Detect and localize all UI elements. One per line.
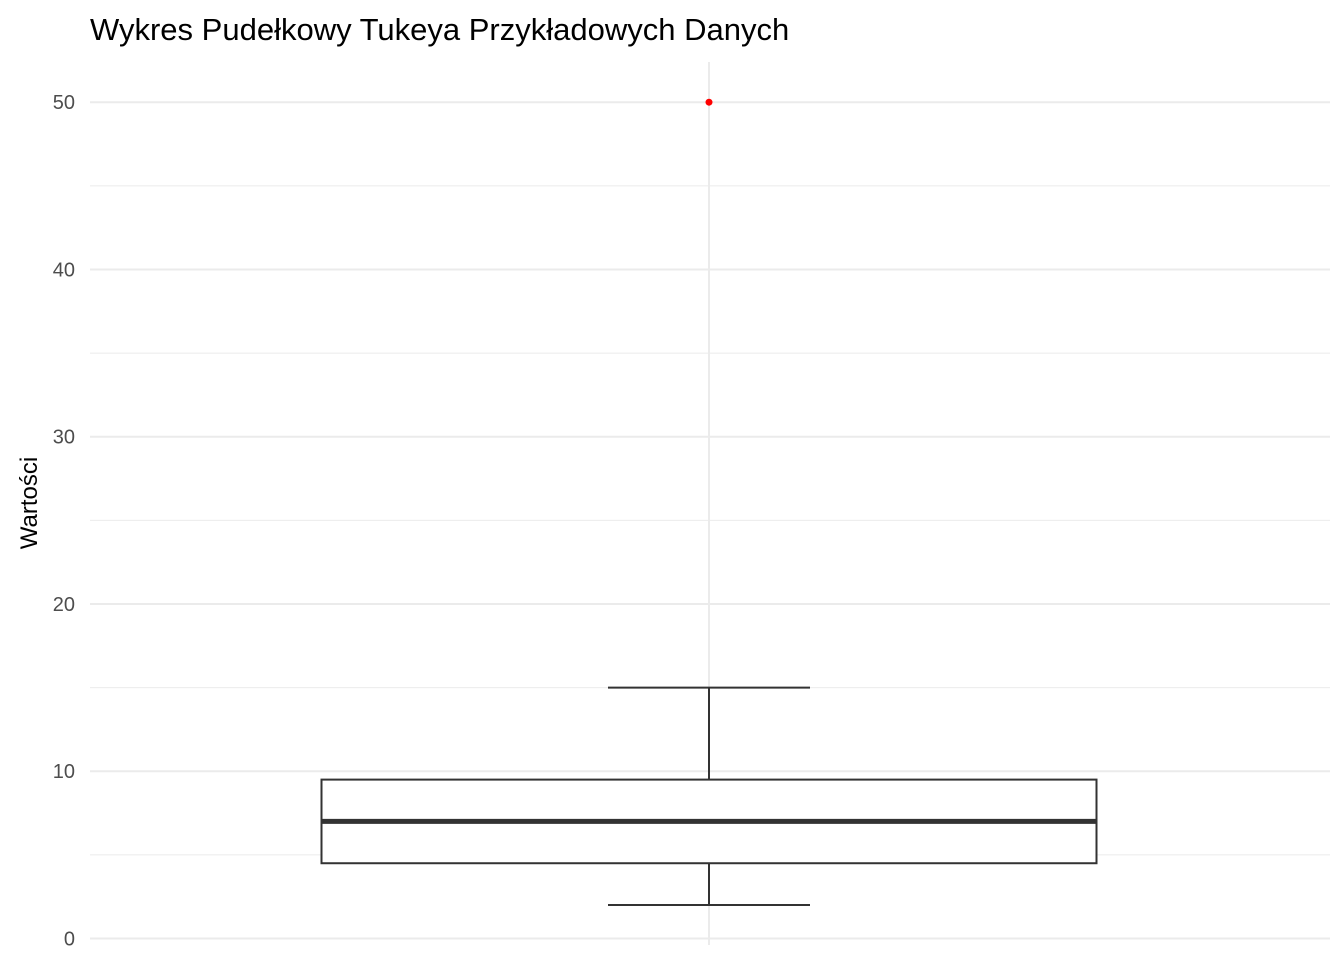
y-axis-ticks: 0 10 20 30 40 50 (53, 92, 75, 950)
y-tick-label: 50 (53, 92, 75, 114)
box-plot (320, 98, 1098, 907)
y-tick-label: 30 (53, 427, 75, 449)
y-tick-label: 10 (53, 761, 75, 783)
y-tick-label: 0 (64, 929, 75, 951)
y-tick-label: 20 (53, 594, 75, 616)
y-tick-label: 40 (53, 259, 75, 281)
y-axis-title: Wartości (16, 457, 43, 549)
chart-title: Wykres Pudełkowy Tukeya Przykładowych Da… (90, 12, 789, 47)
outlier-point (705, 98, 713, 106)
